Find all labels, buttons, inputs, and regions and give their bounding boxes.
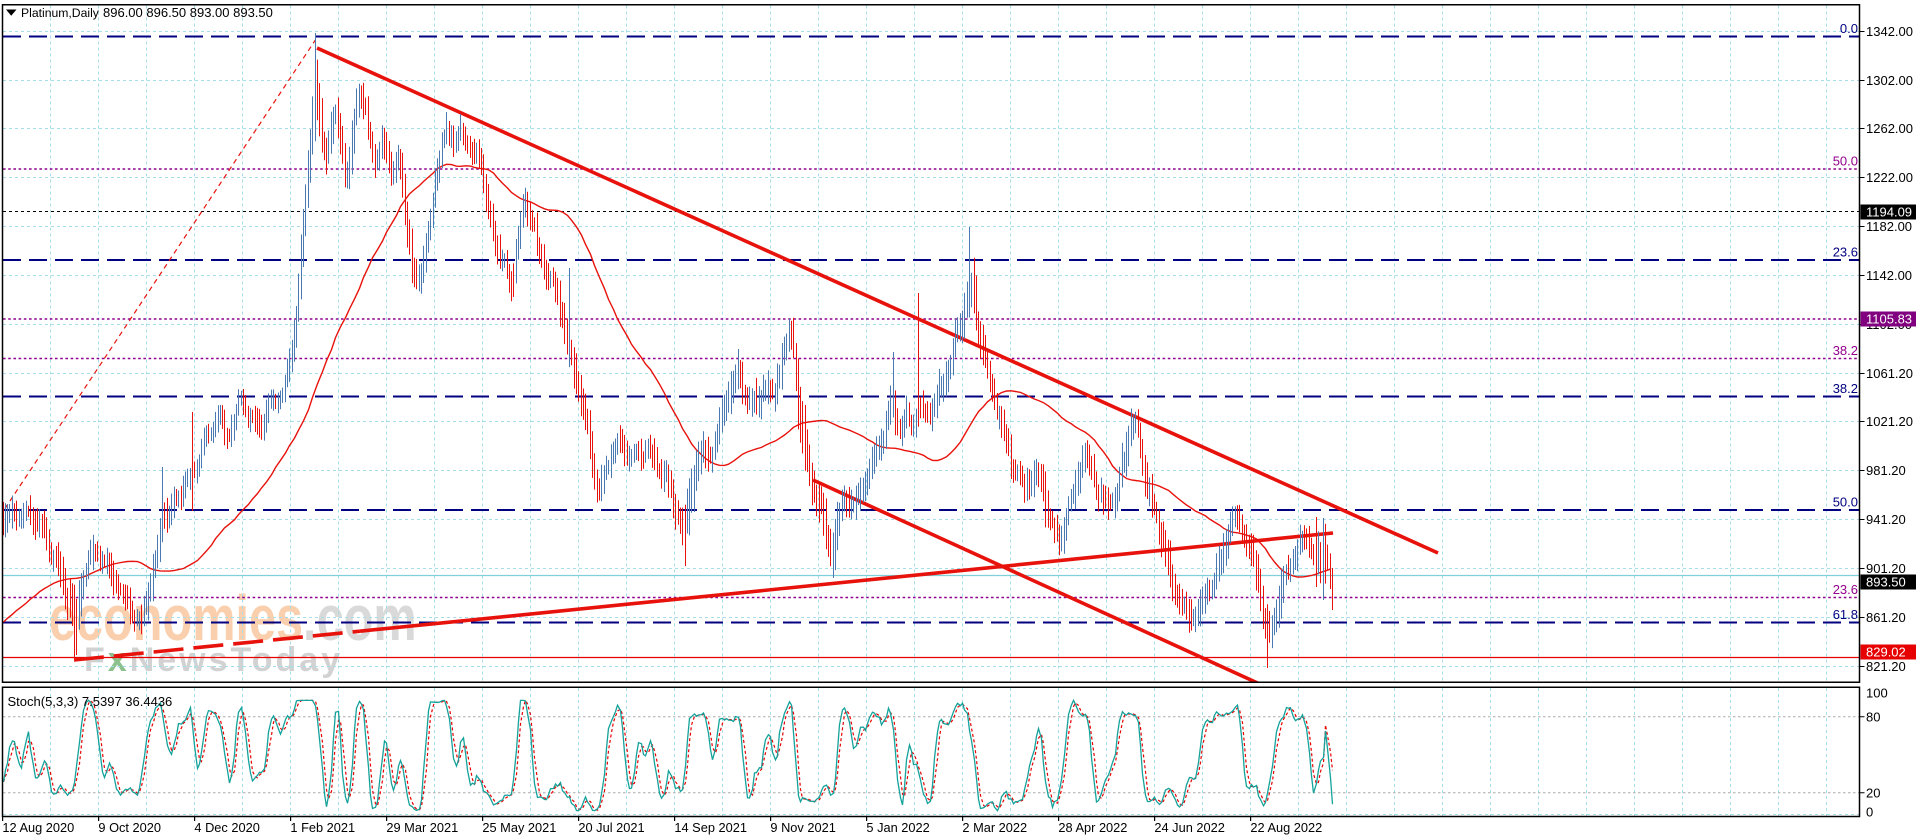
svg-text:28 Apr 2022: 28 Apr 2022	[1058, 820, 1127, 835]
svg-text:1142.00: 1142.00	[1866, 268, 1912, 283]
svg-text:901.20: 901.20	[1866, 561, 1906, 576]
svg-text:61.8: 61.8	[1833, 607, 1858, 622]
svg-text:1105.83: 1105.83	[1866, 312, 1912, 327]
svg-text:4 Dec 2020: 4 Dec 2020	[194, 820, 259, 835]
svg-text:20: 20	[1866, 785, 1880, 800]
svg-text:1 Feb 2021: 1 Feb 2021	[290, 820, 355, 835]
svg-text:1061.20: 1061.20	[1866, 366, 1913, 381]
svg-text:100: 100	[1866, 686, 1888, 701]
svg-text:896.00 896.50 893.00 893.50: 896.00 896.50 893.00 893.50	[103, 5, 273, 20]
svg-text:1342.00: 1342.00	[1866, 24, 1913, 39]
svg-text:893.50: 893.50	[1866, 575, 1906, 590]
svg-text:1182.00: 1182.00	[1866, 219, 1912, 234]
svg-text:9 Oct 2020: 9 Oct 2020	[98, 820, 161, 835]
svg-text:821.20: 821.20	[1866, 659, 1906, 674]
svg-text:861.20: 861.20	[1866, 610, 1906, 625]
svg-text:9 Nov 2021: 9 Nov 2021	[770, 820, 835, 835]
svg-text:20 Jul 2021: 20 Jul 2021	[578, 820, 644, 835]
svg-text:1194.09: 1194.09	[1866, 205, 1912, 220]
svg-text:0: 0	[1866, 805, 1873, 820]
svg-text:Stoch(5,3,3) 7.5397 36.4436: Stoch(5,3,3) 7.5397 36.4436	[8, 694, 173, 709]
svg-text:1302.00: 1302.00	[1866, 73, 1913, 88]
svg-text:1262.00: 1262.00	[1866, 121, 1913, 136]
svg-text:5 Jan 2022: 5 Jan 2022	[866, 820, 929, 835]
svg-text:38.2: 38.2	[1833, 343, 1858, 358]
svg-text:2 Mar 2022: 2 Mar 2022	[962, 820, 1027, 835]
svg-text:22 Aug 2022: 22 Aug 2022	[1250, 820, 1322, 835]
svg-text:941.20: 941.20	[1866, 512, 1906, 527]
svg-text:23.6: 23.6	[1833, 245, 1858, 260]
svg-text:economies.com: economies.com	[49, 584, 417, 655]
svg-text:29 Mar 2021: 29 Mar 2021	[386, 820, 458, 835]
svg-text:80: 80	[1866, 709, 1880, 724]
svg-text:14 Sep 2021: 14 Sep 2021	[674, 820, 747, 835]
svg-text:12 Aug 2020: 12 Aug 2020	[2, 820, 74, 835]
svg-text:1222.00: 1222.00	[1866, 170, 1913, 185]
svg-text:0.0: 0.0	[1840, 21, 1858, 36]
svg-text:23.6: 23.6	[1833, 582, 1858, 597]
svg-text:25 May 2021: 25 May 2021	[482, 820, 556, 835]
svg-text:829.02: 829.02	[1866, 645, 1906, 660]
svg-text:50.0: 50.0	[1833, 154, 1858, 169]
svg-text:1021.20: 1021.20	[1866, 414, 1913, 429]
svg-text:38.2: 38.2	[1833, 381, 1858, 396]
svg-text:50.0: 50.0	[1833, 495, 1858, 510]
svg-text:24 Jun 2022: 24 Jun 2022	[1154, 820, 1224, 835]
svg-text:FxNewsToday: FxNewsToday	[84, 641, 343, 679]
svg-text:Platinum,Daily: Platinum,Daily	[21, 6, 100, 20]
svg-text:981.20: 981.20	[1866, 463, 1906, 478]
